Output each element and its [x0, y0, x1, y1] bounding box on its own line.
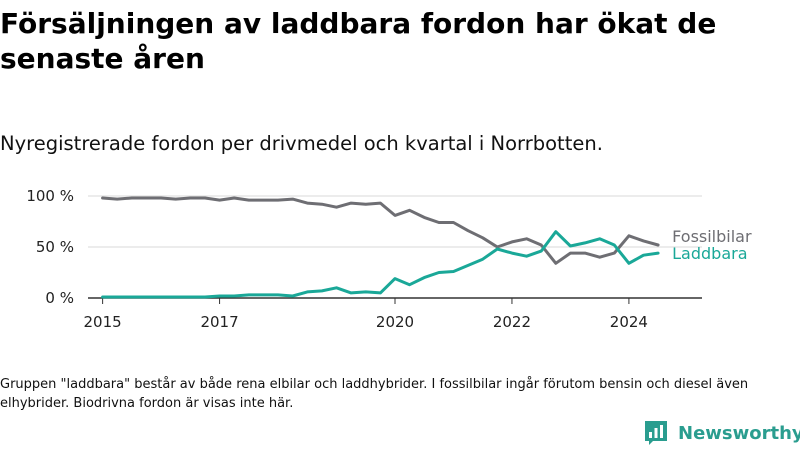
series-line-laddbara — [101, 230, 660, 299]
x-tick-label: 2015 — [84, 313, 122, 331]
y-tick-label: 100 % — [26, 187, 74, 205]
axes: 0 % 50 % 100 % 2015 2017 2020 2022 2024 — [26, 187, 702, 331]
brand-logo: Newsworthy — [644, 420, 800, 446]
x-tick-label: 2022 — [493, 313, 531, 331]
gridlines — [88, 195, 702, 248]
series — [101, 196, 660, 299]
series-label-laddbara: Laddbara — [672, 244, 747, 263]
series-line-fossilbilar — [101, 196, 660, 265]
chart-title: Försäljningen av laddbara fordon har öka… — [0, 7, 717, 75]
bar-chart-icon — [645, 421, 667, 445]
y-tick-label: 0 % — [45, 289, 74, 307]
footnote: Gruppen "laddbara" består av både rena e… — [0, 377, 749, 411]
brand-name: Newsworthy — [678, 422, 800, 444]
line-chart: 0 % 50 % 100 % 2015 2017 2020 2022 2024 Fossilb… — [26, 187, 752, 331]
y-tick-label: 50 % — [36, 238, 74, 256]
chart-subtitle: Nyregistrerade fordon per drivmedel och … — [0, 132, 603, 155]
x-tick-label: 2020 — [376, 313, 414, 331]
series-label-fossilbilar: Fossilbilar — [672, 227, 752, 246]
x-tick-label: 2024 — [610, 313, 648, 331]
x-tick-label: 2017 — [200, 313, 238, 331]
